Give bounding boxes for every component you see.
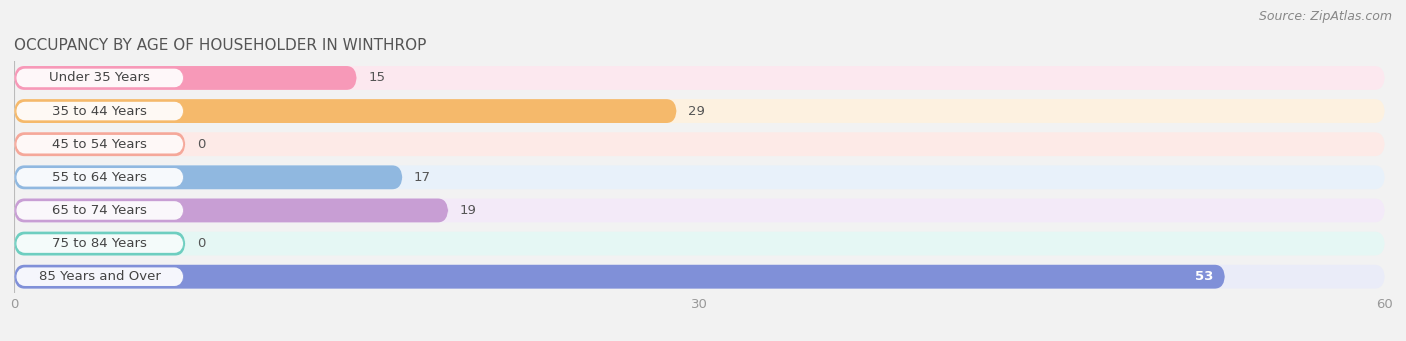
FancyBboxPatch shape: [14, 66, 357, 90]
FancyBboxPatch shape: [15, 102, 184, 120]
FancyBboxPatch shape: [15, 201, 184, 220]
FancyBboxPatch shape: [14, 132, 1385, 156]
FancyBboxPatch shape: [14, 232, 1385, 255]
Text: 45 to 54 Years: 45 to 54 Years: [52, 138, 148, 151]
FancyBboxPatch shape: [14, 66, 1385, 90]
Text: 19: 19: [460, 204, 477, 217]
FancyBboxPatch shape: [14, 232, 186, 255]
Text: 85 Years and Over: 85 Years and Over: [39, 270, 160, 283]
FancyBboxPatch shape: [15, 234, 184, 253]
Text: 55 to 64 Years: 55 to 64 Years: [52, 171, 148, 184]
Text: Source: ZipAtlas.com: Source: ZipAtlas.com: [1258, 10, 1392, 23]
FancyBboxPatch shape: [14, 265, 1385, 288]
Text: OCCUPANCY BY AGE OF HOUSEHOLDER IN WINTHROP: OCCUPANCY BY AGE OF HOUSEHOLDER IN WINTH…: [14, 38, 426, 53]
Text: 15: 15: [368, 72, 385, 85]
FancyBboxPatch shape: [14, 99, 1385, 123]
Text: 29: 29: [688, 105, 704, 118]
Text: 75 to 84 Years: 75 to 84 Years: [52, 237, 148, 250]
FancyBboxPatch shape: [15, 267, 184, 286]
FancyBboxPatch shape: [14, 265, 1225, 288]
FancyBboxPatch shape: [14, 99, 676, 123]
FancyBboxPatch shape: [15, 168, 184, 187]
FancyBboxPatch shape: [15, 69, 184, 87]
Text: 53: 53: [1195, 270, 1213, 283]
FancyBboxPatch shape: [14, 198, 1385, 222]
Text: 0: 0: [197, 237, 205, 250]
FancyBboxPatch shape: [14, 165, 402, 189]
FancyBboxPatch shape: [14, 198, 449, 222]
FancyBboxPatch shape: [14, 165, 1385, 189]
Text: Under 35 Years: Under 35 Years: [49, 72, 150, 85]
FancyBboxPatch shape: [15, 135, 184, 153]
Text: 0: 0: [197, 138, 205, 151]
Text: 65 to 74 Years: 65 to 74 Years: [52, 204, 148, 217]
Text: 17: 17: [413, 171, 430, 184]
Text: 35 to 44 Years: 35 to 44 Years: [52, 105, 148, 118]
FancyBboxPatch shape: [14, 132, 186, 156]
